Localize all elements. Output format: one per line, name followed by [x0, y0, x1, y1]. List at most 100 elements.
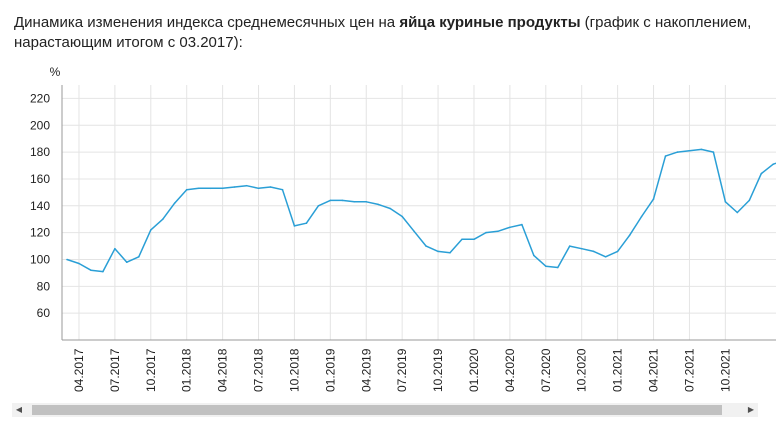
data-point	[162, 218, 164, 220]
data-point	[377, 203, 380, 206]
data-point	[209, 187, 212, 190]
axes	[61, 85, 776, 341]
title-prefix: Динамика изменения индекса среднемесячны…	[14, 14, 400, 31]
y-tick-label: 120	[30, 226, 50, 240]
data-point	[389, 207, 392, 210]
data-point	[341, 199, 344, 202]
data-point	[269, 186, 272, 188]
x-tick-label: 07.2020	[539, 348, 553, 392]
y-tick-labels: 60 80 100 120 140 160 180 200 220	[30, 91, 50, 320]
data-point	[245, 184, 248, 187]
data-point	[533, 254, 535, 257]
scroll-left-arrow-icon[interactable]: ◀	[15, 405, 23, 414]
x-tick-label: 01.2019	[323, 348, 337, 392]
data-point	[233, 186, 236, 188]
data-point	[114, 247, 116, 250]
data-point	[281, 188, 284, 191]
data-point	[461, 238, 463, 241]
x-tick-label: 01.2020	[467, 348, 481, 392]
data-point	[365, 201, 368, 203]
x-tick-label: 10.2017	[144, 348, 158, 392]
data-point	[293, 225, 296, 227]
y-tick-label: 160	[30, 172, 50, 186]
y-tick-label: 220	[30, 91, 50, 105]
data-point	[353, 201, 356, 203]
data-point	[78, 262, 80, 265]
data-point	[305, 222, 308, 224]
data-point	[688, 150, 691, 152]
data-point	[736, 211, 739, 214]
y-tick-label: 100	[30, 252, 50, 266]
y-tick-label: 200	[30, 118, 50, 132]
series-group	[66, 148, 776, 273]
x-tick-label: 07.2021	[682, 348, 696, 392]
data-point	[317, 205, 320, 207]
data-point	[557, 266, 559, 269]
data-point	[700, 148, 703, 151]
data-point	[185, 188, 188, 191]
scroll-right-arrow-icon[interactable]: ▶	[747, 405, 755, 414]
data-point	[497, 230, 499, 233]
data-point	[724, 201, 727, 203]
y-tick-label: 60	[37, 306, 51, 320]
title-product: яйца куриные продукты	[399, 14, 581, 31]
title-suffix: (график с накоплением, нарастающим итого…	[14, 14, 752, 51]
data-point	[150, 229, 152, 231]
line-chart: 60 80 100 120 140 160 180 200 220 04.2017 07.2017…	[30, 65, 776, 392]
data-point	[221, 187, 224, 190]
data-point	[616, 250, 619, 253]
x-tick-label: 04.2019	[359, 348, 373, 392]
x-tick-label: 10.2021	[718, 348, 732, 392]
data-point	[521, 223, 523, 226]
x-tick-labels: 04.2017 07.2017 10.2017 01.2018 04.2018 07.20…	[72, 348, 732, 392]
scrollbar-thumb[interactable]	[32, 405, 722, 415]
data-point	[66, 258, 68, 261]
x-tick-label: 10.2018	[287, 348, 301, 392]
data-point	[604, 255, 607, 258]
x-tick-label: 01.2018	[180, 348, 194, 392]
horizontal-scrollbar[interactable]: ◀ ▶	[12, 403, 758, 417]
data-point	[652, 198, 655, 200]
data-point	[676, 151, 679, 153]
data-point	[401, 215, 404, 218]
x-tick-label: 04.2021	[647, 348, 661, 392]
x-tick-label: 07.2017	[108, 348, 122, 392]
data-point	[425, 245, 427, 247]
data-point	[413, 230, 415, 233]
data-point	[509, 226, 511, 229]
x-tick-label: 10.2020	[575, 348, 589, 392]
data-point	[485, 231, 487, 234]
data-point	[173, 202, 176, 204]
data-point	[138, 255, 140, 258]
x-tick-label: 04.2020	[503, 348, 517, 392]
x-tick-label: 01.2021	[611, 348, 625, 392]
data-point	[473, 238, 475, 241]
data-point	[748, 199, 751, 202]
data-point	[329, 199, 332, 202]
y-axis-label: %	[50, 65, 61, 79]
data-point	[592, 250, 595, 253]
chart-title: Динамика изменения индекса среднемесячны…	[14, 13, 764, 53]
data-point	[102, 270, 104, 273]
x-tick-label: 07.2018	[252, 348, 266, 392]
data-point	[568, 245, 571, 247]
data-point	[664, 155, 667, 157]
x-tick-label: 10.2019	[431, 348, 445, 392]
data-point	[712, 151, 715, 153]
data-point	[197, 187, 200, 190]
x-tick-label: 07.2019	[395, 348, 409, 392]
data-point	[449, 252, 451, 254]
data-point	[580, 247, 583, 250]
grid-lines	[62, 85, 776, 340]
y-tick-label: 80	[37, 279, 51, 293]
data-point	[640, 215, 643, 218]
data-point	[772, 163, 774, 165]
y-tick-label: 140	[30, 199, 50, 213]
data-point	[545, 265, 547, 268]
data-point	[628, 234, 631, 237]
x-tick-label: 04.2018	[216, 348, 230, 392]
data-point	[90, 269, 92, 272]
data-point	[437, 250, 439, 253]
data-point	[760, 172, 763, 175]
y-tick-label: 180	[30, 145, 50, 159]
